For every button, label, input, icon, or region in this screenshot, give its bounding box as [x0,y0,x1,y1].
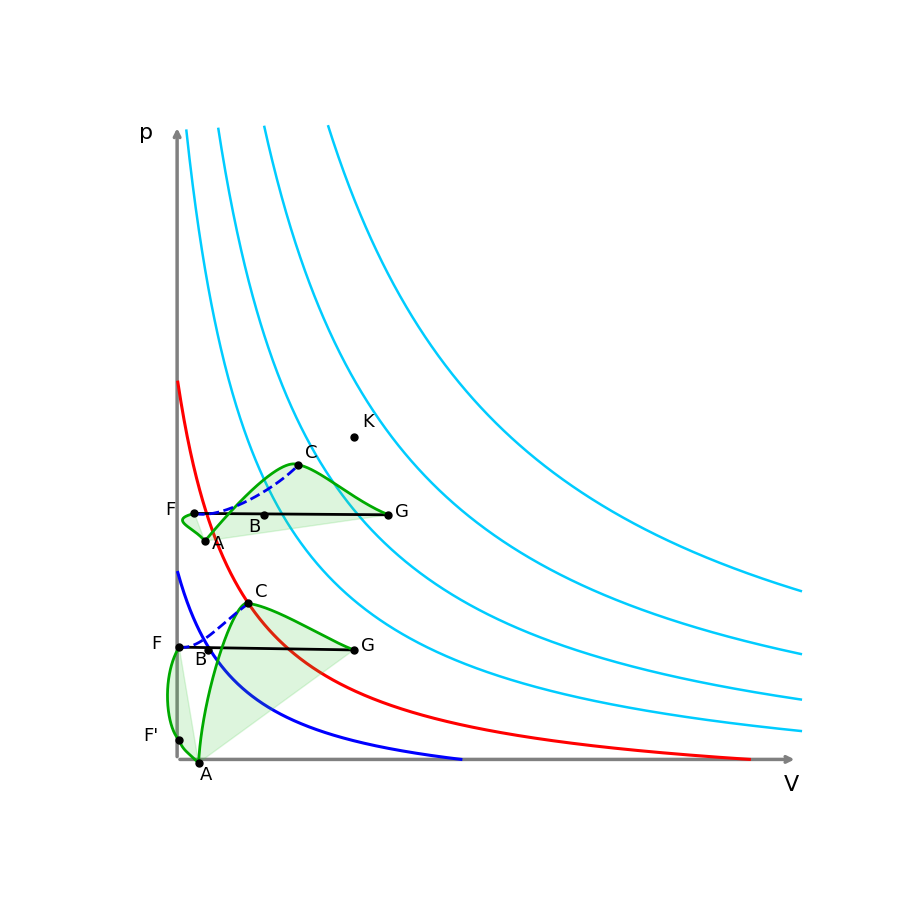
Text: C: C [305,444,318,462]
Text: B: B [248,518,260,536]
Text: A: A [212,536,224,554]
Text: C: C [256,582,268,600]
Text: p: p [139,123,153,143]
Text: K: K [362,413,374,431]
Text: A: A [200,766,212,784]
Text: V: V [784,775,798,795]
Polygon shape [183,464,389,541]
Text: G: G [395,503,410,521]
Text: G: G [361,637,374,655]
Polygon shape [167,603,354,763]
Text: F: F [151,634,162,652]
Text: F': F' [143,727,158,745]
Text: B: B [194,652,207,670]
Text: F: F [165,501,175,519]
